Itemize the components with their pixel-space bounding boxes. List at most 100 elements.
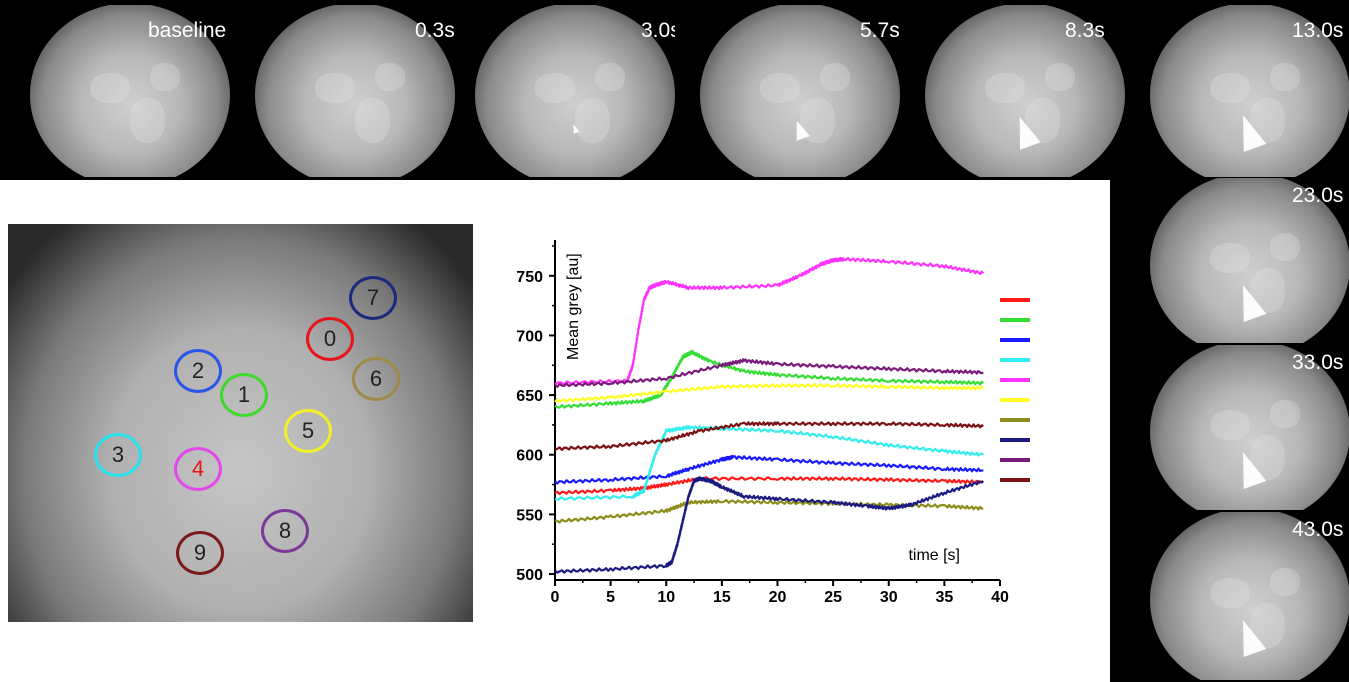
frame-time-label: 3.0s: [641, 19, 675, 42]
cell-shape: [595, 63, 625, 91]
frame-3_0s: 3.0s: [455, 5, 675, 177]
roi-marker-2: 2: [174, 349, 222, 393]
frame-time-label: 23.0s: [1292, 184, 1344, 207]
cell-shape: [1249, 267, 1285, 313]
roi-marker-8: 8: [261, 509, 309, 553]
y-tick-label: 600: [516, 448, 543, 465]
roi-marker-label: 4: [191, 456, 205, 481]
cell-shape: [800, 98, 835, 143]
frame-5_7s: 5.7s: [680, 5, 900, 177]
cell-shape: [1209, 73, 1250, 103]
cell-shape: [1249, 98, 1285, 143]
frame-43_0s: 43.0s: [1130, 512, 1349, 680]
microscope-field: [1149, 512, 1349, 680]
frame-23_0s: 23.0s: [1130, 178, 1349, 343]
x-axis-label: time [s]: [908, 547, 960, 564]
cell-shape: [1025, 98, 1060, 143]
frame-time-label: 8.3s: [1065, 19, 1105, 42]
series-line-roi2: [554, 454, 984, 485]
cell-shape: [1269, 399, 1300, 428]
roi-marker-9: 9: [176, 531, 224, 575]
roi-marker-5: 5: [284, 409, 332, 453]
frame-8_3s: 8.3s: [905, 5, 1125, 177]
cell-shape: [575, 98, 610, 143]
cell-shape: [1269, 568, 1300, 596]
x-tick-label: 30: [880, 589, 898, 606]
cell-shape: [1209, 578, 1250, 608]
series-line-roi6: [554, 499, 984, 524]
roi-marker-7: 7: [349, 276, 397, 320]
x-tick-label: 0: [551, 589, 560, 606]
intensity-chart: 0 5 10 15 20 25 30 35 40 500 550 600 650 700 750 Mean g…: [516, 240, 1030, 606]
cell-shape: [1249, 603, 1285, 648]
frame-0_3s: 0.3s: [235, 5, 455, 177]
series-line-roi8: [554, 358, 984, 388]
cell-shape: [375, 63, 405, 91]
frame-time-label: baseline: [148, 19, 227, 42]
microscope-field: [255, 5, 455, 177]
roi-marker-4: 4: [174, 447, 222, 491]
cell-shape: [535, 73, 575, 103]
x-tick-label: 25: [824, 589, 842, 606]
roi-map-image: 0 1 2 3 4 5 6 7 8 9: [8, 224, 473, 622]
cell-shape: [90, 73, 130, 103]
roi-marker-3: 3: [94, 433, 142, 477]
microscope-field: [30, 5, 230, 177]
cell-shape: [150, 63, 180, 91]
cell-shape: [1249, 434, 1285, 480]
microscope-field: [700, 5, 900, 177]
microscope-field: [1149, 5, 1349, 177]
microscope-field: [475, 5, 675, 177]
cell-shape: [355, 98, 390, 143]
cell-shape: [315, 73, 355, 103]
roi-marker-6: 6: [352, 357, 400, 401]
cell-shape: [130, 98, 165, 143]
roi-marker-label: 7: [366, 285, 380, 310]
frame-time-label: 33.0s: [1292, 351, 1344, 374]
cell-shape: [1045, 63, 1075, 91]
cell-shape: [820, 63, 850, 91]
roi-marker-0: 0: [306, 317, 354, 361]
series-line-roi0: [554, 476, 984, 496]
frame-baseline: baseline: [10, 5, 230, 177]
roi-marker-label: 9: [193, 540, 207, 565]
roi-marker-1: 1: [220, 373, 268, 417]
x-tick-label: 5: [606, 589, 615, 606]
series-line-roi7: [554, 476, 985, 574]
series-line-roi3: [554, 424, 984, 501]
microscope-field: [1149, 345, 1349, 510]
roi-marker-label: 3: [111, 442, 125, 467]
x-tick-label: 40: [991, 589, 1009, 606]
cell-shape: [1269, 63, 1300, 91]
roi-marker-label: 1: [237, 382, 251, 407]
y-tick-label: 650: [516, 388, 543, 405]
roi-marker-label: 6: [369, 366, 383, 391]
series-line-roi1: [554, 349, 984, 409]
roi-marker-label: 8: [278, 518, 292, 543]
x-tick-label: 35: [935, 589, 953, 606]
cell-shape: [1209, 409, 1250, 440]
series-line-roi4: [554, 256, 985, 386]
y-tick-label: 750: [516, 269, 543, 286]
frame-33_0s: 33.0s: [1130, 345, 1349, 510]
y-axis-label: Mean grey [au]: [565, 253, 582, 360]
frame-time-label: 43.0s: [1292, 518, 1344, 541]
x-tick-label: 15: [713, 589, 731, 606]
frame-time-label: 0.3s: [415, 19, 455, 42]
roi-marker-label: 5: [301, 418, 315, 443]
microscope-field: [1149, 178, 1349, 343]
cell-shape: [760, 73, 800, 103]
y-tick-label: 700: [516, 328, 543, 345]
series-line-roi9: [554, 421, 984, 451]
series-line-roi5: [554, 383, 985, 403]
microscope-field: [925, 5, 1125, 177]
frame-time-label: 13.0s: [1292, 19, 1344, 42]
roi-marker-label: 0: [323, 326, 337, 351]
x-tick-label: 10: [657, 589, 675, 606]
cell-shape: [985, 73, 1025, 103]
y-tick-label: 500: [516, 567, 543, 584]
frame-13_0s: 13.0s: [1130, 5, 1349, 177]
y-tick-label: 550: [516, 507, 543, 524]
cell-shape: [1269, 232, 1300, 261]
cell-shape: [1209, 242, 1250, 273]
